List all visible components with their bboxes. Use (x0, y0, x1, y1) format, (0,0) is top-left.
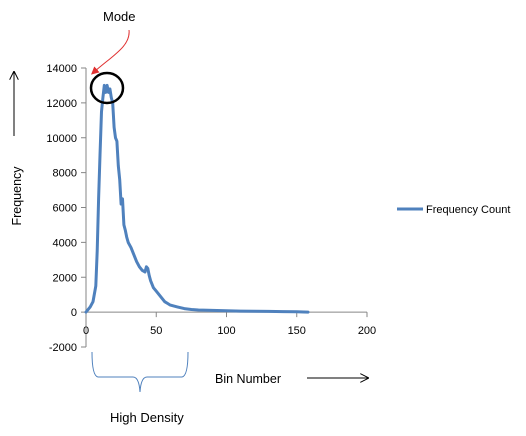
y-tick-label: 2000 (53, 272, 77, 284)
legend: Frequency Count (397, 204, 510, 216)
plot-axes (85, 68, 367, 347)
mode-highlight-circle (89, 71, 125, 105)
y-axis-title: Frequency (10, 166, 24, 226)
series-layer (84, 83, 310, 314)
y-tick-label: -2000 (49, 342, 77, 354)
y-tick-label: 6000 (53, 203, 77, 215)
high-density-label: High Density (110, 410, 184, 425)
y-tick-label: 4000 (53, 237, 77, 249)
legend-label-frequency-count: Frequency Count (426, 204, 510, 216)
y-tick-label: 10000 (46, 133, 77, 145)
x-axis-title: Bin Number (215, 372, 281, 386)
x-tick-label: 100 (217, 325, 235, 337)
high-density-brace (91, 351, 189, 393)
y-tick-label: 0 (71, 307, 77, 319)
x-tick-label: 150 (288, 325, 306, 337)
y-tick-label: 14000 (46, 63, 77, 75)
y-tick-label: 8000 (53, 168, 77, 180)
mode-annotation-arrow (91, 29, 130, 75)
series-line-frequency-count (84, 83, 310, 314)
x-tick-label: 50 (150, 325, 162, 337)
x-axis-ticks: 0 50 100 150 200 (83, 312, 376, 337)
x-tick-label: 0 (83, 325, 89, 337)
y-axis-ticks: -2000 0 2000 4000 6000 8000 10000 12000 14000 (46, 63, 86, 354)
x-tick-label: 200 (358, 325, 376, 337)
y-tick-label: 12000 (46, 98, 77, 110)
mode-annotation-label: Mode (103, 9, 136, 24)
